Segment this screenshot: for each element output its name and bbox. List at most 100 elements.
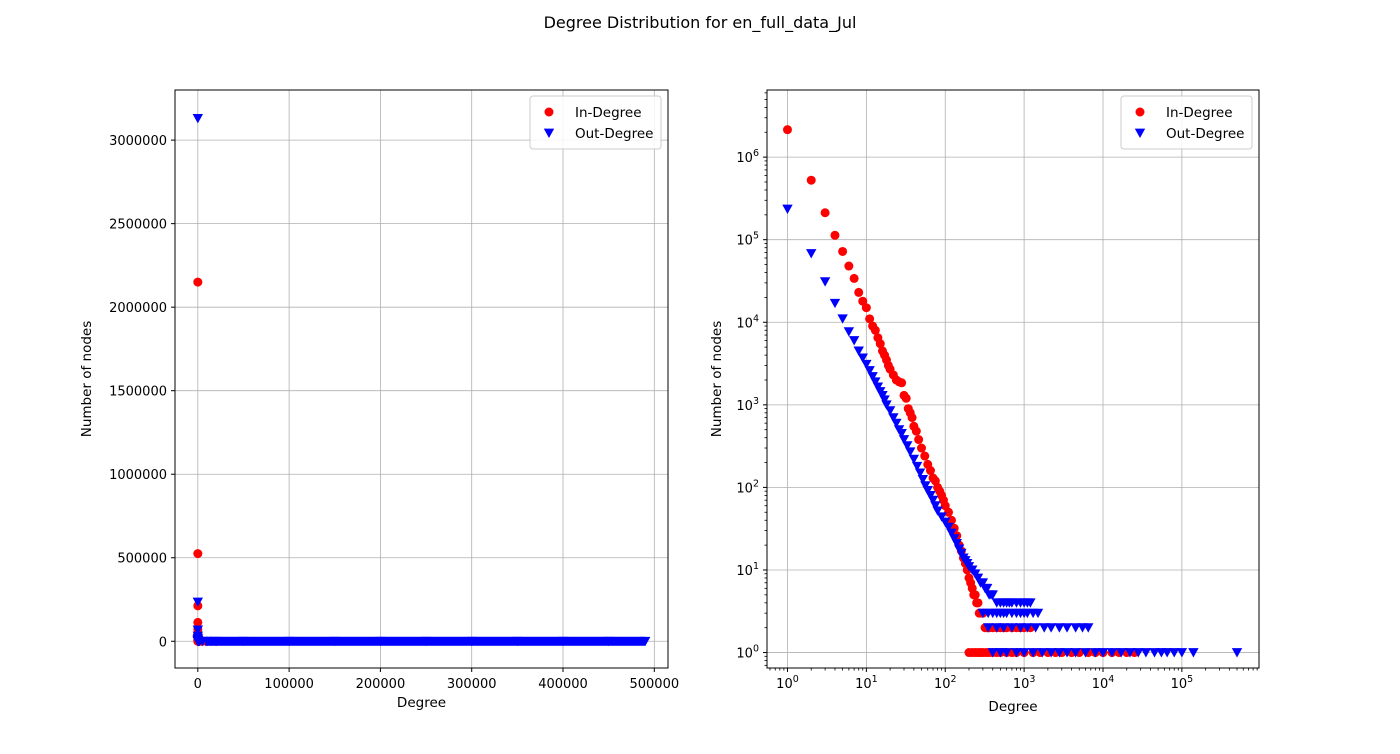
right-out-degree-point: [998, 623, 1009, 633]
right-out-degree-point: [1070, 623, 1081, 633]
right-out-degree-point: [922, 485, 933, 496]
right-x-tick-label: 101: [855, 674, 878, 692]
right-out-degree-point: [1188, 648, 1199, 658]
right-in-degree-point: [844, 261, 854, 271]
right-out-degree-point: [1133, 648, 1144, 658]
right-out-degree-point: [806, 249, 817, 259]
left-linear-chart: 0 100000 200000 300000 400000 500000 0 500000 10…: [79, 89, 679, 711]
right-out-degree-point: [987, 648, 998, 658]
right-out-degree-point: [908, 454, 920, 465]
left-out-degree-tail-band: [205, 636, 646, 646]
left-x-tick-label: 100000: [264, 677, 314, 692]
left-legend-marker: [543, 128, 555, 138]
right-in-degree-point: [897, 378, 907, 388]
right-out-degree-point: [829, 298, 841, 309]
right-in-degree-point: [944, 507, 954, 517]
right-out-degree-point: [1039, 623, 1050, 633]
right-out-degree-point: [888, 413, 899, 423]
right-in-degree-point: [870, 325, 880, 335]
right-out-degree-point: [927, 495, 939, 506]
right-out-degree-point: [782, 204, 793, 214]
right-in-degree-point: [838, 246, 848, 256]
right-out-degree-point: [1045, 623, 1057, 633]
right-out-degree-point: [972, 573, 984, 583]
left-y-tick-label: 1000000: [109, 468, 167, 483]
right-out-degree-point: [1106, 648, 1118, 658]
left-y-tick-label: 1500000: [109, 385, 167, 400]
left-out-degree-point: [192, 597, 204, 607]
right-out-degree-point: [1169, 648, 1180, 658]
right-out-degree-point: [1083, 623, 1094, 633]
left-plot-frame: [174, 89, 669, 669]
right-in-degree-point: [914, 435, 924, 445]
right-out-degree-point: [1054, 648, 1065, 658]
right-legend-marker: [1134, 128, 1146, 138]
right-y-tick-label: 105: [736, 231, 759, 249]
right-out-degree-point: [932, 506, 943, 516]
right-y-axis-label: Number of nodes: [709, 321, 725, 438]
right-out-degree-point: [843, 327, 855, 337]
right-in-degree-point: [806, 175, 816, 185]
left-in-degree-point: [193, 617, 203, 627]
left-x-tick-label: 500000: [629, 677, 679, 692]
right-out-degree-point: [956, 548, 967, 559]
right-out-degree-point: [1070, 648, 1081, 658]
left-series-out-degree: [192, 113, 651, 647]
left-x-tick-label: 0: [194, 677, 202, 692]
right-out-degree-point: [1037, 648, 1048, 658]
right-plot-frame: [766, 89, 1260, 669]
left-legend-label: Out-Degree: [575, 126, 653, 142]
right-out-degree-point: [977, 578, 989, 588]
left-y-tick-label: 0: [159, 635, 167, 650]
right-series-out-degree: [782, 204, 1243, 658]
right-in-degree-point: [916, 443, 926, 453]
right-legend-marker: [1135, 107, 1145, 117]
right-in-degree-point: [920, 451, 930, 461]
left-legend-label: In-Degree: [575, 105, 642, 121]
right-in-degree-point: [830, 230, 840, 240]
left-y-tick-label: 2000000: [109, 301, 167, 316]
right-out-degree-point: [819, 277, 831, 287]
right-out-degree-point: [1097, 648, 1109, 658]
right-x-tick-label: 105: [1171, 674, 1194, 692]
right-out-degree-point: [1025, 598, 1036, 608]
left-y-tick-label: 3000000: [109, 134, 167, 149]
right-out-degree-point: [861, 359, 872, 370]
right-out-degree-point: [1161, 648, 1173, 658]
right-legend: In-Degree Out-Degree: [1120, 95, 1253, 150]
right-x-tick-label: 103: [1013, 674, 1036, 692]
right-out-degree-point: [1115, 648, 1127, 658]
right-out-degree-point: [1022, 623, 1033, 633]
right-out-degree-point: [1231, 648, 1243, 658]
right-y-tick-label: 100: [736, 644, 759, 662]
right-in-degree-point: [970, 590, 980, 600]
right-out-degree-point: [1140, 648, 1152, 658]
right-out-degree-point: [1018, 648, 1030, 658]
right-out-degree-point: [940, 517, 951, 528]
left-legend: In-Degree Out-Degree: [529, 95, 662, 150]
right-out-degree-point: [884, 406, 896, 416]
right-in-degree-point: [820, 208, 830, 218]
right-out-degree-point: [891, 418, 902, 429]
right-out-degree-point: [1011, 648, 1022, 658]
right-out-degree-point: [949, 534, 960, 544]
right-out-degree-point: [1124, 648, 1136, 658]
right-out-degree-point: [981, 583, 993, 594]
right-out-degree-point: [1006, 623, 1018, 633]
right-out-degree-point: [1054, 623, 1065, 633]
left-y-tick-label: 500000: [117, 552, 167, 567]
right-out-degree-point: [902, 441, 913, 451]
right-y-tick-label: 102: [736, 478, 759, 496]
left-y-tick-label: 2500000: [109, 218, 167, 233]
left-out-degree-point: [192, 113, 204, 124]
right-out-degree-point: [1090, 648, 1101, 658]
right-out-degree-point: [1015, 623, 1026, 633]
right-out-degree-point: [898, 435, 910, 445]
left-x-tick-label: 400000: [538, 677, 588, 692]
left-in-degree-point: [193, 277, 203, 287]
right-out-degree-point: [1045, 648, 1057, 658]
right-in-degree-point: [782, 125, 792, 135]
left-legend-marker: [544, 107, 554, 117]
right-in-degree-point: [901, 393, 911, 403]
